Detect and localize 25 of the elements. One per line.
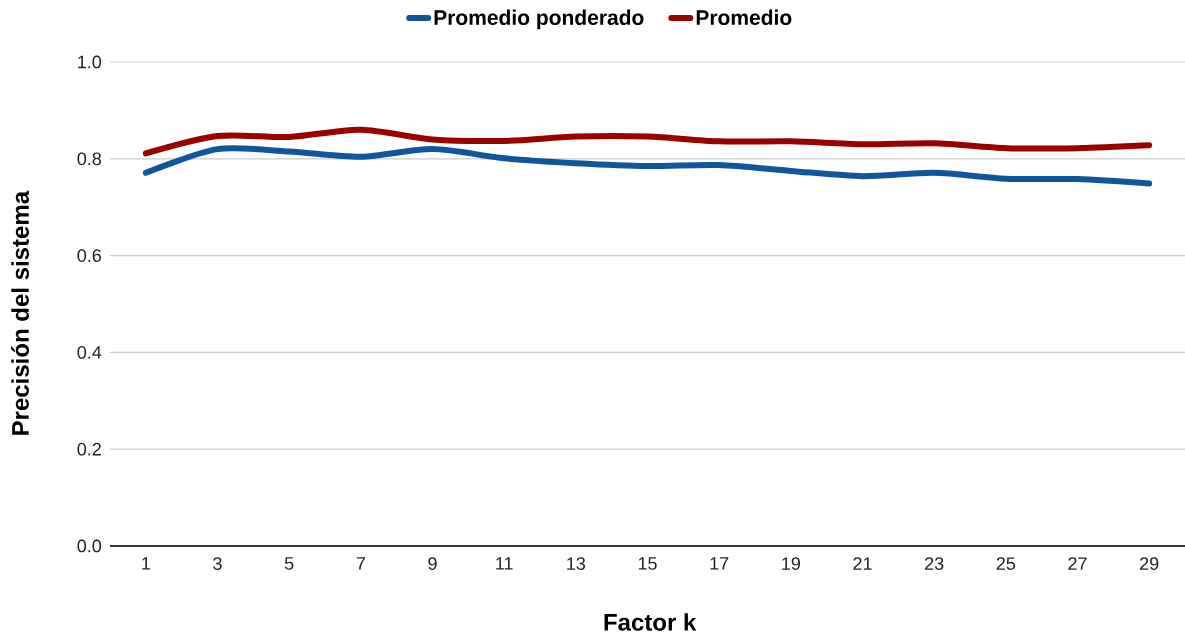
y-tick-label: 0.2 [77, 442, 101, 456]
x-tick-label: 13 [567, 557, 586, 570]
x-tick-label: 11 [496, 557, 513, 570]
x-tick-label: 21 [853, 557, 872, 570]
y-tick-label: 0.0 [77, 539, 102, 553]
x-tick-label: 27 [1068, 557, 1087, 570]
y-tick-label: 0.6 [77, 249, 102, 262]
y-tick-label: 0.4 [77, 346, 102, 359]
x-tick-label: 7 [356, 557, 365, 570]
legend-label: Promedio ponderado [434, 9, 644, 30]
x-axis-title: Factor k [604, 613, 697, 631]
y-tick-label: 0.8 [77, 152, 102, 166]
x-tick-label: 17 [710, 557, 729, 570]
x-tick-label: 15 [638, 557, 657, 570]
x-tick-label: 9 [428, 557, 437, 570]
x-tick-label: 23 [925, 557, 944, 570]
x-tick-label: 3 [213, 557, 222, 570]
legend-label: Promedio [696, 9, 792, 26]
y-axis-title: Precisión del sistema [11, 190, 29, 435]
y-tick-label: 1.0 [78, 55, 102, 69]
x-tick-label: 25 [996, 557, 1016, 570]
x-tick-label: 29 [1140, 557, 1159, 570]
x-tick-label: 19 [782, 557, 800, 570]
x-tick-label: 5 [284, 557, 294, 570]
x-tick-label: 1 [142, 557, 150, 570]
